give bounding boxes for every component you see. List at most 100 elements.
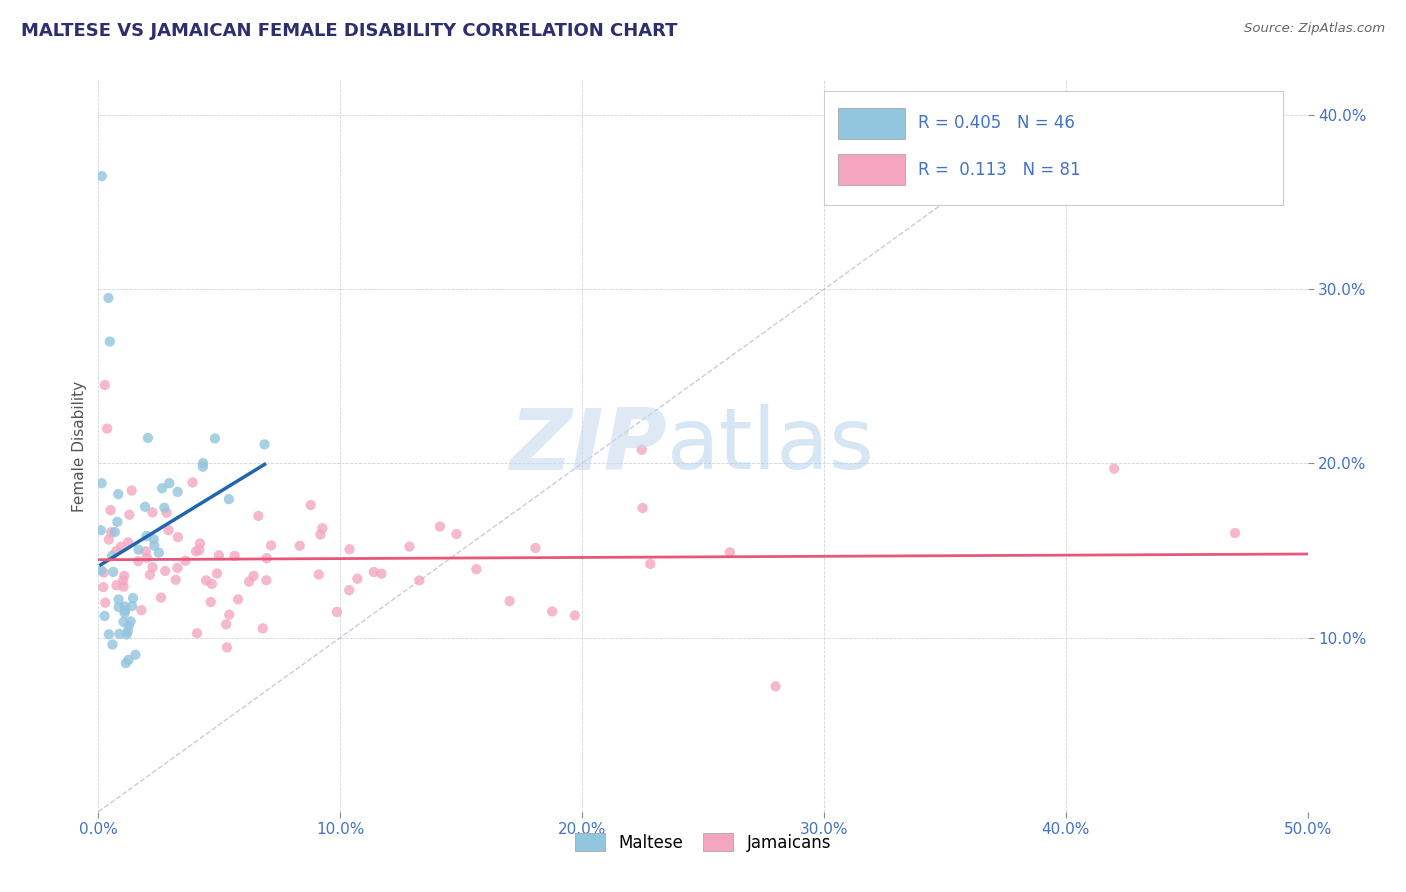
- Point: [260, 538, 283, 552]
- Point: [630, 442, 652, 457]
- Point: [115, 656, 138, 670]
- Text: Source: ZipAtlas.com: Source: ZipAtlas.com: [1244, 22, 1385, 36]
- Point: [105, 515, 128, 529]
- Point: [181, 475, 204, 490]
- Point: [107, 600, 129, 615]
- Point: [256, 551, 278, 566]
- Point: [118, 619, 141, 633]
- Point: [108, 627, 131, 641]
- Point: [100, 503, 122, 517]
- Point: [299, 498, 322, 512]
- Point: [94, 596, 117, 610]
- Point: [150, 481, 173, 495]
- Point: [564, 608, 586, 623]
- Point: [524, 541, 547, 555]
- Point: [117, 535, 139, 549]
- Point: [167, 530, 190, 544]
- Point: [104, 524, 127, 539]
- Point: [218, 492, 240, 507]
- Point: [153, 564, 176, 578]
- Point: [498, 594, 520, 608]
- Point: [131, 603, 153, 617]
- Point: [631, 501, 654, 516]
- Point: [186, 626, 208, 640]
- Point: [101, 549, 124, 563]
- Point: [105, 544, 128, 558]
- Point: [765, 679, 787, 693]
- Point: [136, 550, 159, 565]
- Point: [155, 506, 177, 520]
- Point: [90, 564, 112, 578]
- FancyBboxPatch shape: [824, 91, 1284, 204]
- Point: [134, 500, 156, 514]
- Point: [408, 574, 430, 588]
- Point: [142, 560, 165, 574]
- Point: [446, 527, 468, 541]
- Point: [157, 476, 180, 491]
- Point: [122, 591, 145, 605]
- Point: [252, 621, 274, 635]
- Point: [98, 334, 121, 349]
- Point: [157, 523, 180, 537]
- Point: [112, 615, 135, 629]
- FancyBboxPatch shape: [838, 154, 905, 185]
- Point: [195, 574, 218, 588]
- Point: [208, 548, 231, 562]
- Point: [201, 577, 224, 591]
- Point: [337, 583, 360, 598]
- Point: [309, 527, 332, 541]
- Text: ZIP: ZIP: [509, 404, 666, 488]
- Point: [127, 554, 149, 568]
- Point: [363, 565, 385, 579]
- Point: [107, 487, 129, 501]
- Point: [93, 566, 115, 580]
- Point: [103, 565, 125, 579]
- Point: [224, 549, 246, 563]
- Point: [184, 544, 207, 558]
- Point: [238, 574, 260, 589]
- Point: [215, 640, 238, 655]
- Point: [135, 529, 157, 543]
- Point: [93, 609, 115, 624]
- Point: [166, 484, 188, 499]
- Point: [136, 431, 159, 445]
- Point: [326, 605, 349, 619]
- Point: [191, 459, 214, 474]
- Point: [205, 566, 228, 581]
- Point: [101, 638, 124, 652]
- Point: [90, 523, 112, 537]
- Point: [90, 476, 112, 491]
- Point: [226, 592, 249, 607]
- Text: R =  0.113   N = 81: R = 0.113 N = 81: [918, 161, 1081, 178]
- Point: [96, 421, 118, 435]
- Text: MALTESE VS JAMAICAN FEMALE DISABILITY CORRELATION CHART: MALTESE VS JAMAICAN FEMALE DISABILITY CO…: [21, 22, 678, 40]
- Point: [97, 533, 120, 547]
- Point: [640, 557, 662, 571]
- Point: [100, 525, 122, 540]
- FancyBboxPatch shape: [838, 108, 905, 139]
- Point: [112, 580, 135, 594]
- Point: [97, 627, 120, 641]
- Point: [127, 542, 149, 557]
- Point: [114, 606, 136, 620]
- Point: [242, 569, 264, 583]
- Point: [115, 627, 138, 641]
- Point: [308, 567, 330, 582]
- Point: [120, 615, 142, 629]
- Point: [165, 573, 187, 587]
- Text: R = 0.405   N = 46: R = 0.405 N = 46: [918, 114, 1076, 132]
- Point: [191, 456, 214, 470]
- Point: [148, 546, 170, 560]
- Point: [218, 607, 240, 622]
- Point: [90, 169, 112, 183]
- Point: [117, 653, 139, 667]
- Point: [465, 562, 488, 576]
- Point: [253, 437, 276, 451]
- Point: [174, 554, 197, 568]
- Y-axis label: Female Disability: Female Disability: [72, 380, 87, 512]
- Legend: Maltese, Jamaicans: Maltese, Jamaicans: [568, 826, 838, 858]
- Point: [153, 500, 176, 515]
- Point: [247, 508, 270, 523]
- Point: [135, 544, 157, 558]
- Point: [429, 519, 451, 533]
